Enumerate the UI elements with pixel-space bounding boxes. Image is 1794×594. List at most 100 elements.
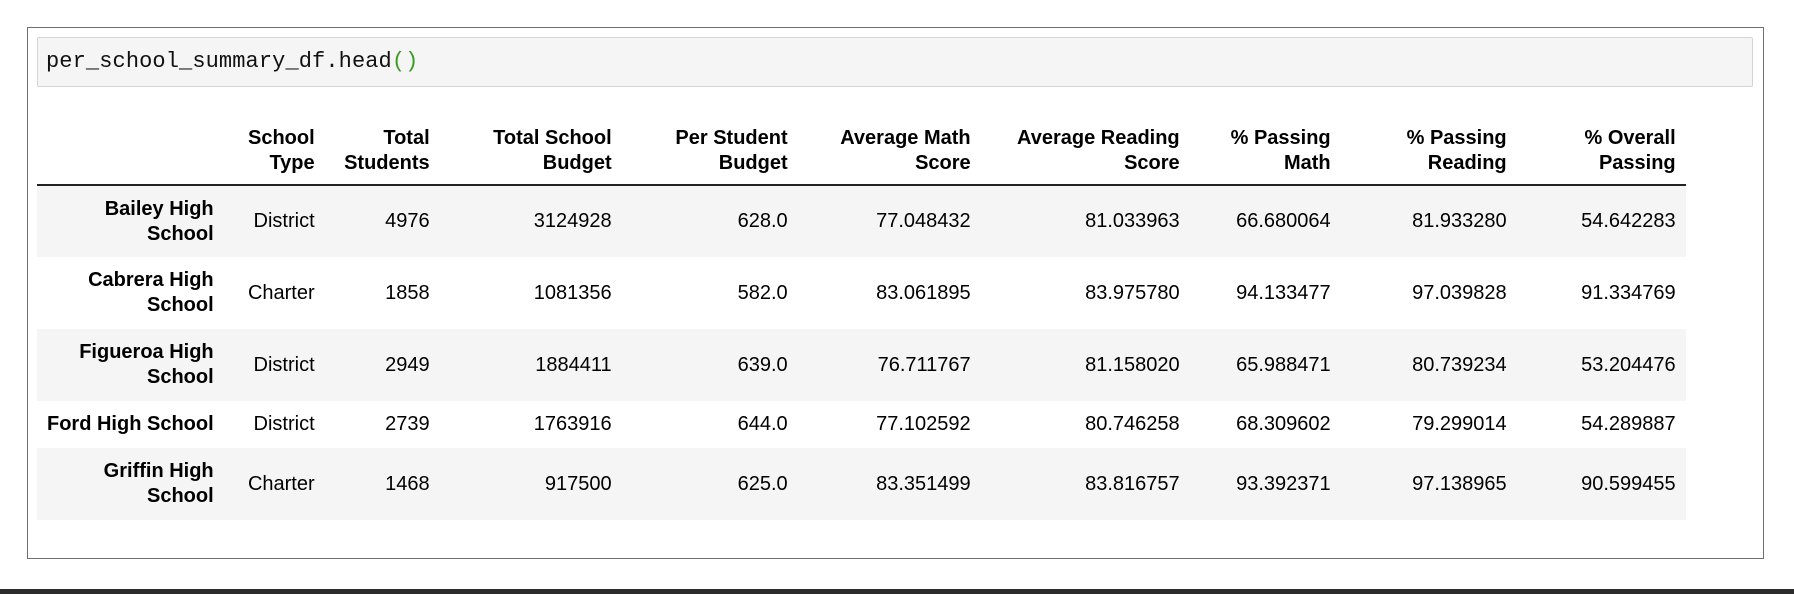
- column-header: % Passing Math: [1189, 106, 1341, 186]
- column-header-line: Score: [1124, 152, 1180, 174]
- table-row: Ford High School District 2739 1763916 6…: [37, 401, 1686, 448]
- column-header-line: School: [247, 127, 315, 149]
- code-parens: (): [391, 49, 419, 74]
- column-header-line: Budget: [718, 152, 788, 174]
- column-header-line: % Overall: [1584, 127, 1676, 149]
- row-index-line: School: [146, 485, 214, 507]
- column-header: School Type: [223, 106, 325, 186]
- column-header-line: Math: [1283, 152, 1331, 174]
- row-index: Ford High School: [37, 401, 224, 448]
- table-cell: 2949: [385, 353, 430, 376]
- table-cell: 81.158020: [1085, 353, 1180, 376]
- table-cell: District: [253, 210, 315, 232]
- row-index-line: Bailey High: [104, 197, 214, 220]
- cell-output: School Type Total Students Total School Bud…: [37, 106, 1753, 520]
- table-cell: 83.351499: [876, 472, 971, 495]
- column-header-line: Passing: [1598, 152, 1676, 174]
- row-index-line: Figueroa High: [79, 341, 214, 363]
- row-index-line: Cabrera High: [88, 269, 214, 291]
- column-header: % Passing Reading: [1340, 106, 1517, 186]
- table-cell: 68.309602: [1236, 413, 1331, 435]
- table-cell: 80.746258: [1085, 413, 1180, 435]
- column-header-line: Per Student: [675, 127, 788, 149]
- column-header: Total Students: [324, 106, 440, 186]
- table-cell: 1763916: [533, 413, 612, 435]
- table-cell: Charter: [247, 281, 315, 304]
- table-body: Bailey High School District 4976 3124928 …: [37, 185, 1686, 520]
- table-row: Cabrera High School Charter 1858 1081356 …: [37, 257, 1686, 329]
- table-row: Figueroa High School District 2949 188441…: [37, 329, 1686, 401]
- table-cell: 1884411: [535, 353, 612, 376]
- row-index-line: Ford High School: [47, 413, 214, 435]
- code-text: per_school_summary_df.head: [46, 49, 392, 74]
- header-row: School Type Total Students Total School Bud…: [37, 106, 1686, 186]
- column-header: Per Student Budget: [621, 106, 798, 186]
- table-cell: 2739: [385, 413, 430, 435]
- row-index-line: Griffin High: [103, 460, 214, 482]
- column-header-line: Total School: [493, 127, 612, 149]
- table-cell: District: [253, 413, 315, 435]
- table-cell: 83.816757: [1085, 472, 1180, 495]
- row-index: Cabrera High School: [37, 257, 224, 329]
- table-cell: 81.033963: [1085, 210, 1180, 232]
- table-cell: 77.102592: [876, 413, 971, 435]
- window-bottom-edge: [0, 589, 1794, 594]
- table-cell: 917500: [544, 472, 612, 495]
- column-header: Average Reading Score: [980, 106, 1190, 186]
- column-header-line: Students: [344, 152, 430, 174]
- table-cell: 90.599455: [1581, 472, 1676, 495]
- column-header-line: Budget: [542, 152, 612, 174]
- table-row: Bailey High School District 4976 3124928 …: [37, 185, 1686, 257]
- column-header-line: Reading: [1427, 152, 1507, 174]
- table-cell: 1858: [385, 281, 430, 304]
- table-cell: 97.039828: [1412, 281, 1507, 304]
- table-cell: 1081356: [533, 281, 612, 304]
- notebook-cell[interactable]: per_school_summary_df.head() School Type …: [27, 27, 1764, 559]
- column-header-line: Type: [269, 152, 315, 174]
- table-header: School Type Total Students Total School Bud…: [37, 106, 1686, 186]
- column-header-line: Average Reading: [1017, 127, 1180, 149]
- table-cell: 80.739234: [1412, 353, 1507, 376]
- table-cell: 76.711767: [877, 353, 971, 376]
- column-header-line: % Passing: [1230, 127, 1331, 149]
- table-cell: 625.0: [737, 472, 788, 495]
- table-cell: 66.680064: [1236, 210, 1331, 232]
- table-cell: 79.299014: [1412, 413, 1507, 435]
- table-cell: District: [253, 353, 315, 376]
- table-cell: 54.642283: [1581, 210, 1676, 232]
- column-header-line: % Passing: [1406, 127, 1507, 149]
- table-row: Griffin High School Charter 1468 917500 6…: [37, 448, 1686, 520]
- row-index: Figueroa High School: [37, 329, 224, 401]
- table-cell: 93.392371: [1236, 472, 1331, 495]
- table-cell: 582.0: [737, 281, 788, 304]
- column-header-line: Average Math: [840, 127, 971, 149]
- column-header-line: Score: [915, 152, 971, 174]
- table-cell: 65.988471: [1236, 353, 1331, 376]
- table-cell: 54.289887: [1581, 413, 1676, 435]
- table-cell: 91.334769: [1581, 281, 1676, 304]
- row-index-line: School: [146, 222, 214, 245]
- row-index-line: School: [146, 366, 214, 388]
- index-header: [37, 106, 224, 186]
- code-input[interactable]: per_school_summary_df.head(): [37, 37, 1753, 87]
- table-cell: 639.0: [737, 353, 788, 376]
- table-cell: 53.204476: [1581, 353, 1676, 376]
- table-cell: 83.061895: [876, 281, 971, 304]
- row-index-line: School: [146, 294, 214, 316]
- table-cell: 77.048432: [876, 210, 971, 232]
- column-header: Average Math Score: [797, 106, 981, 186]
- row-index: Bailey High School: [37, 185, 224, 257]
- column-header: Total School Budget: [439, 106, 622, 186]
- table-cell: Charter: [247, 472, 315, 495]
- column-header: % Overall Passing: [1516, 106, 1686, 186]
- table-cell: 1468: [385, 472, 430, 495]
- table-cell: 94.133477: [1236, 281, 1331, 304]
- table-cell: 628.0: [737, 210, 788, 232]
- table-cell: 644.0: [737, 413, 788, 435]
- table-cell: 3124928: [533, 210, 612, 232]
- table-cell: 81.933280: [1412, 210, 1507, 232]
- row-index: Griffin High School: [37, 448, 224, 520]
- dataframe-table: School Type Total Students Total School Bud…: [37, 106, 1686, 520]
- table-cell: 97.138965: [1412, 472, 1507, 495]
- code-line: per_school_summary_df.head(): [46, 49, 418, 74]
